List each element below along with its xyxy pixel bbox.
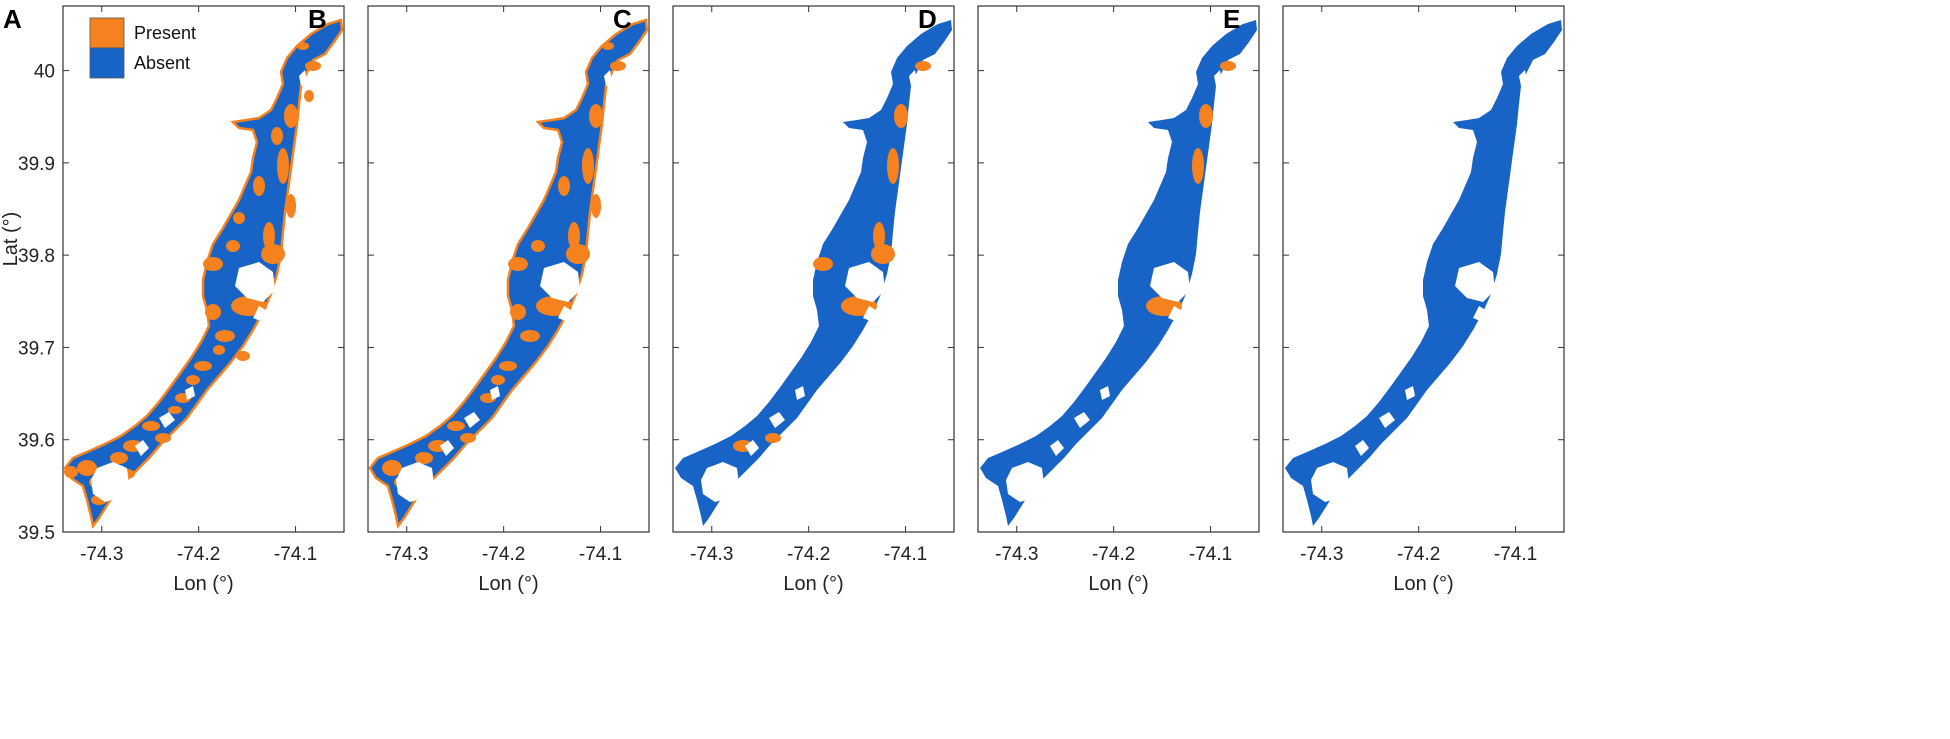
legend-swatch-absent xyxy=(89,47,125,79)
present-patch xyxy=(215,330,235,342)
x-tick-label: -74.3 xyxy=(995,544,1038,565)
present-patch xyxy=(873,222,885,250)
present-patch xyxy=(186,375,200,385)
present-patch xyxy=(142,421,160,431)
x-tick-label: -74.3 xyxy=(80,544,123,565)
present-patch xyxy=(915,61,931,71)
present-patch xyxy=(253,176,265,196)
present-patch xyxy=(213,345,225,355)
legend-label-present: Present xyxy=(134,23,196,43)
present-patch xyxy=(531,240,545,252)
x-tick-label: -74.2 xyxy=(1092,544,1135,565)
present-patch xyxy=(382,460,402,476)
y-tick-label: 39.8 xyxy=(18,246,55,267)
present-patch xyxy=(589,104,603,128)
present-patch xyxy=(286,194,296,218)
panel-letter: A xyxy=(3,4,22,34)
x-tick-label: -74.1 xyxy=(274,544,317,565)
x-axis-label: Lon (°) xyxy=(478,573,538,595)
present-patch xyxy=(591,194,601,218)
present-patch xyxy=(460,433,476,443)
y-tick-label: 39.6 xyxy=(18,431,55,452)
x-axis-label: Lon (°) xyxy=(173,573,233,595)
present-patch xyxy=(277,148,289,184)
present-patch xyxy=(499,361,517,371)
y-tick-label: 40 xyxy=(34,62,55,83)
panels-layer: -74.3 -74.2 -74.1 40 39.9 39.8 39.7 39.6 39.5 Lon… xyxy=(0,4,1565,595)
y-tick-label: 39.9 xyxy=(18,154,55,175)
present-patch xyxy=(894,104,908,128)
present-patch xyxy=(263,222,275,250)
panel-letter: E xyxy=(1223,4,1240,34)
present-patch xyxy=(871,244,895,264)
present-patch xyxy=(271,127,283,145)
present-patch xyxy=(304,90,314,102)
axes-frame xyxy=(672,5,955,533)
present-patch xyxy=(110,452,128,464)
present-patch xyxy=(491,375,505,385)
present-patch xyxy=(1199,104,1213,128)
x-tick-label: -74.1 xyxy=(579,544,622,565)
y-tick-label: 39.5 xyxy=(18,523,55,544)
x-tick-label: -74.3 xyxy=(385,544,428,565)
x-tick-label: -74.2 xyxy=(482,544,525,565)
x-tick-label: -74.2 xyxy=(787,544,830,565)
present-patch xyxy=(568,222,580,250)
axes-frame xyxy=(62,5,345,533)
map-panel-e: -74.3 -74.2 -74.1 Lon (°) E xyxy=(1223,4,1565,595)
x-tick-label: -74.3 xyxy=(1300,544,1343,565)
present-patch xyxy=(64,466,78,478)
y-tick-label: 39.7 xyxy=(18,338,55,359)
x-tick-label: -74.1 xyxy=(1494,544,1537,565)
present-regions xyxy=(64,42,321,505)
x-axis-label: Lon (°) xyxy=(1393,573,1453,595)
present-patch xyxy=(582,148,594,184)
x-tick-label: -74.1 xyxy=(884,544,927,565)
x-axis-label: Lon (°) xyxy=(783,573,843,595)
absent-region xyxy=(675,20,952,526)
panel-letter: C xyxy=(613,4,632,34)
absent-region xyxy=(980,20,1257,526)
axes-frame xyxy=(1282,5,1565,533)
absent-region xyxy=(1285,20,1562,526)
axes-frame xyxy=(367,5,650,533)
y-axis-label: Lat (°) xyxy=(0,212,22,267)
present-patch xyxy=(233,212,245,224)
legend: Present Absent xyxy=(89,17,196,79)
map-panel-c: -74.3 -74.2 -74.1 Lon (°) C xyxy=(613,4,955,595)
legend-label-absent: Absent xyxy=(134,53,190,73)
x-axis-label: Lon (°) xyxy=(1088,573,1148,595)
present-patch xyxy=(194,361,212,371)
x-tick-label: -74.1 xyxy=(1189,544,1232,565)
present-patch xyxy=(447,421,465,431)
present-patch xyxy=(813,257,833,271)
present-patch xyxy=(168,406,182,414)
present-patch xyxy=(765,433,781,443)
legend-swatch-present xyxy=(89,17,125,49)
present-patch xyxy=(155,433,171,443)
x-tick-label: -74.3 xyxy=(690,544,733,565)
present-patch xyxy=(558,176,570,196)
map-panel-a: -74.3 -74.2 -74.1 40 39.9 39.8 39.7 39.6 39.5 Lon… xyxy=(0,4,345,595)
present-patch xyxy=(1192,148,1204,184)
present-patch xyxy=(226,240,240,252)
panel-letter: B xyxy=(308,4,327,34)
present-patch xyxy=(887,148,899,184)
x-tick-label: -74.2 xyxy=(177,544,220,565)
present-patch xyxy=(520,330,540,342)
present-patch xyxy=(77,460,97,476)
present-patch xyxy=(284,104,298,128)
map-panel-b: -74.3 -74.2 -74.1 Lon (°) B xyxy=(308,4,650,595)
present-patch xyxy=(415,452,433,464)
present-patch xyxy=(1220,61,1236,71)
present-patch xyxy=(236,351,250,361)
axes-frame xyxy=(977,5,1260,533)
x-tick-label: -74.2 xyxy=(1397,544,1440,565)
panel-letter: D xyxy=(918,4,937,34)
map-panel-d: -74.3 -74.2 -74.1 Lon (°) D xyxy=(918,4,1260,595)
